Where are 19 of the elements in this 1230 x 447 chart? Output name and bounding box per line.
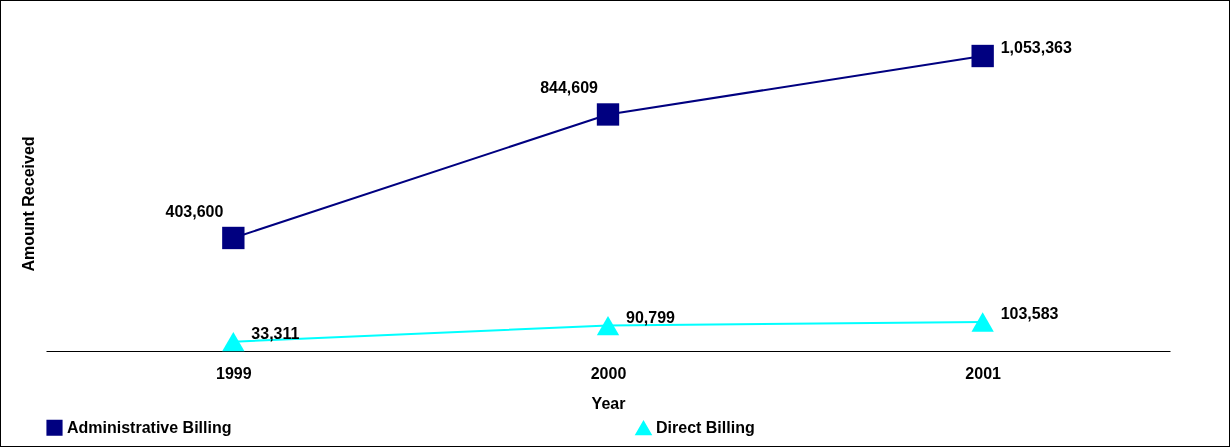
data-label: 403,600 (165, 202, 224, 220)
x-tick-label: 1999 (216, 364, 252, 382)
point (971, 44, 994, 68)
data-label: 90,799 (626, 308, 676, 326)
x-axis-title: Year (591, 394, 626, 412)
point (596, 315, 620, 336)
data-label: 844,609 (540, 79, 599, 97)
point (222, 226, 245, 250)
y-axis-title: Amount Received (19, 136, 37, 272)
data-label: 103,583 (1000, 304, 1059, 322)
data-label: 33,311 (251, 324, 300, 342)
point (222, 331, 245, 352)
point (596, 103, 620, 126)
legend-label: Administrative Billing (67, 418, 232, 436)
x-tick-label: 2001 (965, 364, 1002, 382)
legend-label: Direct Billing (656, 419, 755, 437)
x-tick-label: 2000 (590, 364, 627, 382)
point (971, 312, 994, 332)
data-label: 1,053,363 (1000, 39, 1072, 56)
